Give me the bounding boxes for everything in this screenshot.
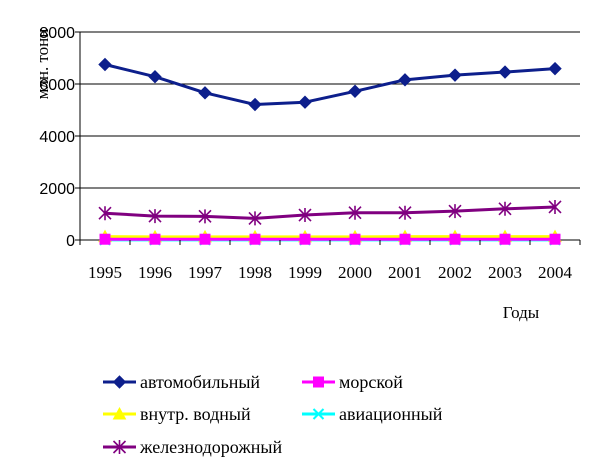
data-point [448, 68, 462, 82]
x-tick-label: 2004 [538, 263, 573, 282]
legend-marker [312, 408, 325, 420]
series-2 [99, 233, 561, 245]
data-point [398, 205, 412, 220]
y-axis-ticks: 0 2000 4000 6000 8000 [39, 25, 80, 250]
x-tick-label: 2003 [488, 263, 522, 282]
legend-marker [112, 406, 127, 420]
x-tick-label: 1996 [138, 263, 172, 282]
x-tick-label: 1998 [238, 263, 272, 282]
data-point [548, 199, 562, 214]
x-tick-label: 2000 [338, 263, 372, 282]
legend-marker [313, 376, 324, 388]
data-point [248, 97, 262, 112]
data-point [248, 211, 262, 226]
y-tick-label: 4000 [39, 129, 75, 146]
data-point [198, 86, 212, 100]
series-line [104, 63, 556, 107]
data-point [398, 73, 412, 87]
x-tick-label: 1997 [188, 263, 223, 282]
y-tick-label: 2000 [39, 181, 75, 198]
y-tick-label: 8000 [39, 25, 75, 42]
data-point [349, 233, 361, 245]
y-axis-label: млн. тонн [33, 29, 52, 100]
data-point [449, 233, 461, 245]
legend-label: автомобильный [140, 372, 260, 392]
x-tick-label: 1995 [88, 263, 122, 282]
data-point [98, 206, 112, 221]
data-point [199, 233, 211, 245]
data-point [198, 209, 212, 224]
legend-label: авиационный [339, 404, 443, 424]
data-point [299, 233, 311, 245]
legend-item: автомобильный [103, 372, 260, 392]
data-point [298, 208, 312, 223]
legend: автомобильный морской внутр. водный авиацио… [103, 372, 443, 457]
series-line [104, 205, 556, 220]
data-point [249, 233, 261, 245]
legend-item: авиационный [302, 404, 443, 424]
data-point [148, 209, 162, 224]
legend-label: внутр. водный [140, 404, 251, 424]
data-point [99, 233, 111, 245]
series-5 [98, 199, 562, 226]
data-point [498, 201, 512, 216]
legend-label: морской [339, 372, 403, 392]
legend-marker [112, 440, 127, 454]
data-point [348, 205, 362, 220]
legend-label: железнодорожный [139, 437, 282, 457]
series-layer [98, 57, 562, 246]
x-tick-label: 1999 [288, 263, 322, 282]
y-tick-label: 6000 [39, 77, 75, 94]
legend-item: железнодорожный [103, 437, 282, 457]
data-point [348, 84, 362, 98]
x-tick-label: 2002 [438, 263, 472, 282]
y-tick-label: 0 [66, 233, 75, 250]
x-axis-ticks: 1995 1996 1997 1998 1999 2000 2001 2002 2003 2004 [79, 240, 581, 282]
data-point [399, 233, 411, 245]
legend-item: внутр. водный [103, 404, 251, 424]
data-point [148, 70, 162, 84]
data-point [549, 233, 561, 245]
data-point [548, 61, 562, 76]
x-axis-label: Годы [503, 303, 540, 322]
series-1 [98, 57, 562, 112]
data-point [498, 65, 512, 79]
data-point [499, 233, 511, 245]
legend-item: морской [302, 372, 403, 392]
data-point [298, 95, 312, 109]
data-point [149, 233, 161, 245]
x-tick-label: 2001 [388, 263, 422, 282]
data-point [448, 204, 462, 219]
data-point [98, 57, 112, 72]
legend-marker [112, 375, 127, 389]
